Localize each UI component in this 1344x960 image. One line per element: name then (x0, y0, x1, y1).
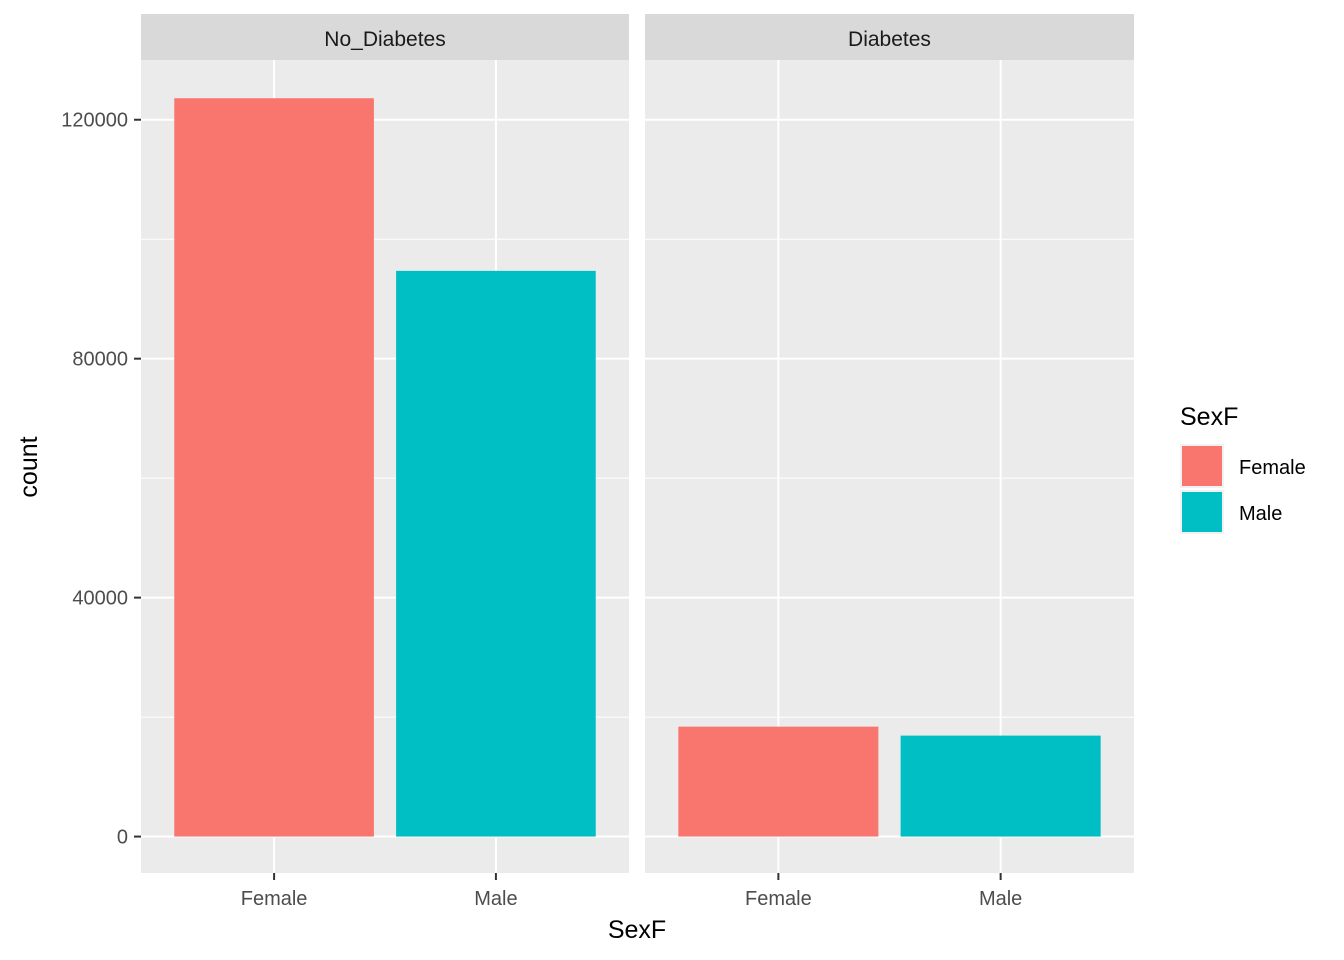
bar-male (396, 270, 596, 837)
facet-strip-label: No_Diabetes (324, 28, 445, 51)
y-axis: 0 40000 80000 120000 (61, 110, 141, 849)
panels-layer: No_Diabetes Female Male Diabetes Female Male (141, 14, 1134, 910)
y-tick-label: 40000 (72, 588, 128, 610)
y-tick-label: 120000 (61, 110, 128, 132)
y-axis-title: count (15, 436, 43, 497)
legend-key-female (1182, 446, 1222, 486)
facet-strip-label: Diabetes (848, 28, 931, 51)
facet-panel: Diabetes Female Male (645, 14, 1134, 910)
x-tick-label: Male (979, 888, 1022, 910)
legend-key-male (1182, 492, 1222, 532)
facet-strip (141, 14, 629, 60)
legend-label: Male (1239, 503, 1282, 525)
y-tick-label: 0 (117, 827, 128, 849)
x-axis-title: SexF (608, 916, 666, 944)
legend: SexF Female Male (1180, 403, 1306, 534)
bar-male (900, 735, 1101, 837)
x-tick-label: Male (474, 888, 517, 910)
facet-strip (645, 14, 1134, 60)
facet-panel: No_Diabetes Female Male (141, 14, 629, 910)
y-tick-label: 80000 (72, 349, 128, 371)
legend-title: SexF (1180, 403, 1238, 431)
legend-label: Female (1239, 457, 1306, 479)
bar-female (174, 98, 374, 837)
x-tick-label: Female (241, 888, 308, 910)
x-tick-label: Female (745, 888, 812, 910)
bar-female (678, 726, 879, 837)
